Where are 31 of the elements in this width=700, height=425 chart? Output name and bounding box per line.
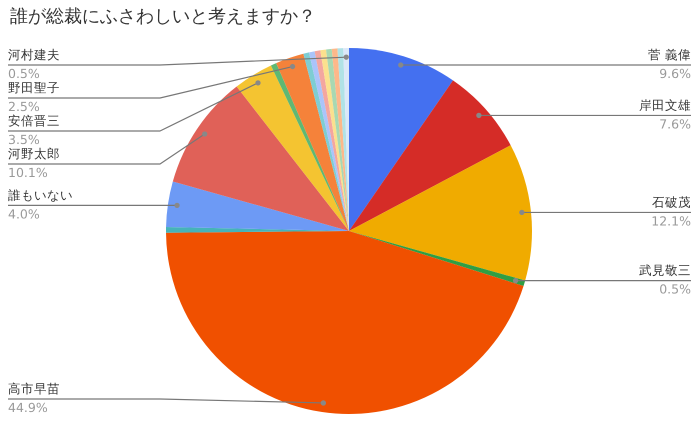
data-label: 2.5% [8,99,40,114]
slice-label: 安倍晋三 [8,113,60,128]
data-label: 7.6% [659,116,692,132]
pie-slice [166,182,349,231]
data-label: 9.6% [659,66,692,82]
slice-label: 石破茂 [652,194,691,210]
slice-label: 高市早苗 [8,381,60,396]
pie-slice [326,48,349,231]
data-label: 0.5% [8,66,40,81]
data-label: 12.1% [651,213,692,228]
slice-label: 野田聖子 [8,80,60,95]
pie-slice [320,49,349,231]
pie-slice [349,145,532,280]
pie-slice [332,48,349,231]
data-label: 0.5% [659,282,692,297]
slice-label: 岸田文雄 [639,97,691,112]
pie-slice [349,48,453,231]
pie-slice [349,80,511,231]
slice-label: 誰もいない [8,187,73,202]
slice-label: 武見敬三 [639,262,691,278]
data-label: 10.1% [8,165,48,180]
data-label: 4.0% [8,206,40,222]
pie-slice [172,86,349,231]
data-label: 3.5% [8,132,40,147]
slice-label: 河村建夫 [8,47,60,62]
pie-slice [236,65,349,231]
chart-title: 誰が総裁にふさわしいと考えますか？ [10,6,316,27]
slice-label: 河野太郎 [8,146,60,161]
pie-slice [166,231,524,414]
data-label: 44.9% [8,400,48,415]
slice-label: 菅 義偉 [648,47,691,62]
